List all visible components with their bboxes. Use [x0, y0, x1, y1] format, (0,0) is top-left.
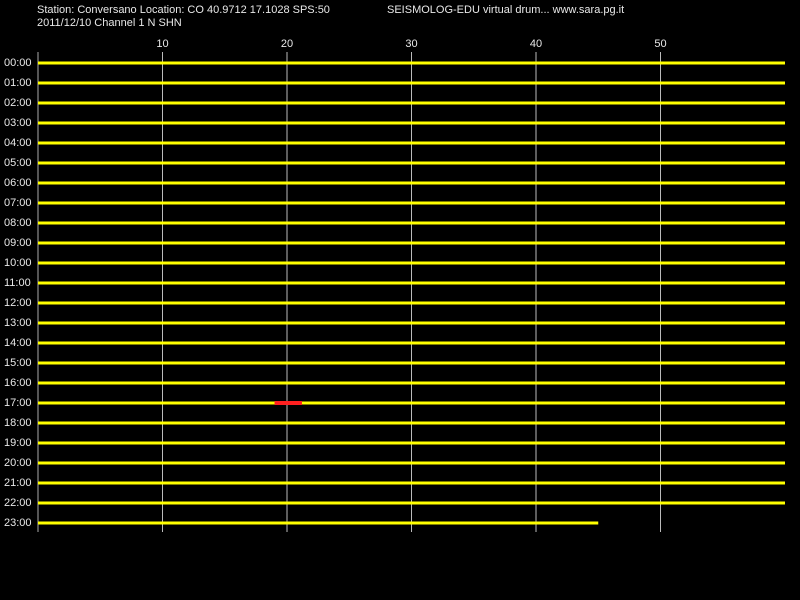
trace: [38, 201, 785, 205]
row-label: 02:00: [4, 97, 32, 109]
row-label: 05:00: [4, 157, 32, 169]
trace: [38, 461, 785, 465]
trace: [38, 321, 785, 325]
x-tick-label: 10: [156, 38, 168, 50]
row-label: 23:00: [4, 517, 32, 529]
trace: [38, 521, 599, 525]
x-tick-label: 40: [530, 38, 542, 50]
trace: [38, 341, 785, 345]
row-label: 14:00: [4, 337, 32, 349]
row-label: 01:00: [4, 77, 32, 89]
trace: [38, 181, 785, 185]
row-label: 21:00: [4, 477, 32, 489]
trace: [38, 221, 785, 225]
trace: [38, 161, 785, 165]
trace: [38, 241, 785, 245]
row-label: 13:00: [4, 317, 32, 329]
row-label: 18:00: [4, 417, 32, 429]
trace: [38, 381, 785, 385]
row-label: 07:00: [4, 197, 32, 209]
row-label: 10:00: [4, 257, 32, 269]
row-label: 06:00: [4, 177, 32, 189]
chart-title: Station: Conversano Location: CO 40.9712…: [37, 4, 330, 16]
chart-title-right: SEISMOLOG-EDU virtual drum... www.sara.p…: [387, 4, 624, 16]
trace: [38, 281, 785, 285]
trace: [38, 121, 785, 125]
trace: [38, 101, 785, 105]
trace: [38, 61, 785, 65]
row-label: 00:00: [4, 57, 32, 69]
trace: [38, 361, 785, 365]
row-label: 04:00: [4, 137, 32, 149]
row-label: 22:00: [4, 497, 32, 509]
row-label: 11:00: [4, 277, 31, 289]
x-tick-label: 20: [281, 38, 293, 50]
row-label: 17:00: [4, 397, 32, 409]
row-label: 09:00: [4, 237, 32, 249]
trace: [38, 481, 785, 485]
row-label: 03:00: [4, 117, 32, 129]
x-tick-label: 50: [654, 38, 666, 50]
trace: [38, 301, 785, 305]
x-tick-label: 30: [405, 38, 417, 50]
trace: [38, 141, 785, 145]
row-label: 15:00: [4, 357, 32, 369]
trace: [38, 441, 785, 445]
trace: [38, 421, 785, 425]
event-marker: [274, 401, 302, 405]
row-label: 19:00: [4, 437, 32, 449]
trace: [38, 81, 785, 85]
trace: [38, 401, 785, 405]
row-label: 12:00: [4, 297, 32, 309]
row-label: 20:00: [4, 457, 32, 469]
chart-subtitle: 2011/12/10 Channel 1 N SHN: [37, 17, 182, 29]
row-label: 08:00: [4, 217, 32, 229]
trace: [38, 501, 785, 505]
trace: [38, 261, 785, 265]
row-label: 16:00: [4, 377, 32, 389]
